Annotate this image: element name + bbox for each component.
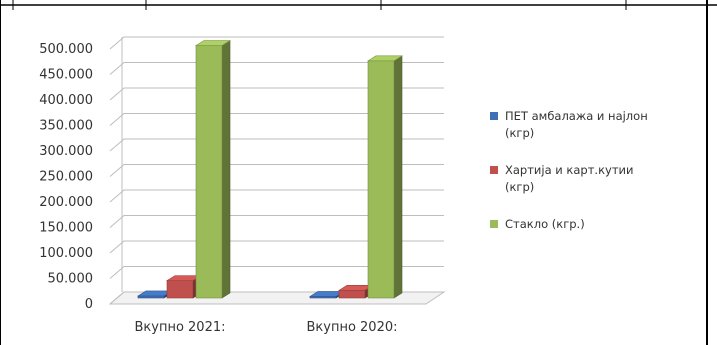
gridline — [109, 164, 444, 177]
bar — [367, 60, 395, 299]
gridline — [109, 62, 444, 75]
y-tick-label: 0 — [85, 297, 93, 312]
legend-swatch — [490, 112, 498, 120]
y-tick-label: 100.000 — [39, 246, 93, 261]
y-tick-label: 150.000 — [39, 221, 93, 236]
legend-label: Хартија и карт.кутии — [505, 163, 633, 177]
gridline — [109, 113, 444, 126]
gridline — [109, 36, 444, 50]
legend: ПЕТ амбалажа и најлон (кгр) Хартија и карт… — [490, 109, 648, 231]
legend-label: (кгр) — [505, 126, 534, 140]
gridline — [109, 138, 444, 152]
bar-top — [366, 55, 404, 62]
legend-label: (кгр) — [505, 180, 534, 194]
gridlines — [109, 36, 444, 305]
legend-swatch — [490, 220, 498, 228]
y-tick-label: 200.000 — [39, 195, 93, 210]
x-tick-label: Вкупно 2021: — [134, 320, 225, 335]
bar — [137, 295, 165, 299]
y-tick-label: 450.000 — [39, 68, 93, 83]
gridline — [109, 189, 444, 203]
y-tick-label: 350.000 — [39, 119, 93, 134]
gridline — [109, 215, 444, 228]
bar-top — [194, 40, 232, 46]
bar — [338, 290, 366, 299]
bar-side — [393, 55, 403, 299]
gridline — [109, 266, 444, 279]
bar — [195, 45, 223, 299]
x-tick-label: Вкупно 2020: — [306, 320, 397, 335]
legend-swatch — [490, 166, 498, 174]
y-tick-label: 250.000 — [39, 170, 93, 185]
bars — [136, 40, 404, 299]
y-tick-label: 300.000 — [39, 144, 93, 159]
gridline — [109, 240, 444, 254]
y-axis-ticks: 0 50.000 100.000 150.000 200.000 250.000 300.0… — [39, 42, 93, 312]
y-tick-label: 500.000 — [39, 42, 93, 57]
gridline — [109, 87, 444, 101]
y-tick-label: 50.000 — [48, 272, 94, 287]
legend-label: ПЕТ амбалажа и најлон — [505, 109, 648, 123]
bar-side — [221, 40, 231, 299]
x-axis-labels: Вкупно 2021: Вкупно 2020: — [134, 320, 397, 335]
bar — [166, 280, 194, 299]
y-tick-label: 400.000 — [39, 93, 93, 108]
legend-label: Стакло (кгр.) — [505, 217, 585, 231]
